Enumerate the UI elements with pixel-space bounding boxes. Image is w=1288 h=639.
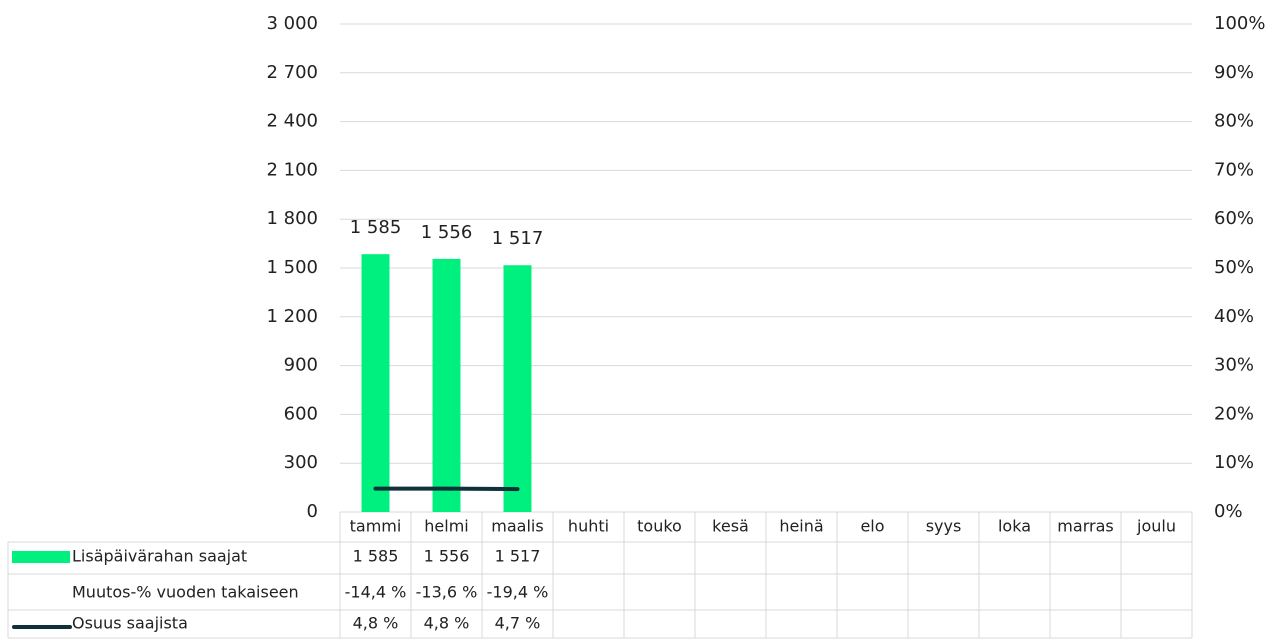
y2-tick-label: 20%: [1214, 403, 1254, 424]
data-label: 1 517: [492, 228, 544, 249]
y-tick-label: 2 100: [266, 159, 318, 180]
x-tick-label: loka: [998, 517, 1031, 536]
x-tick-label: huhti: [568, 517, 609, 536]
x-tick-label: helmi: [424, 517, 468, 536]
x-tick-label: heinä: [779, 517, 823, 536]
legend-key: [12, 551, 70, 563]
table-cell: -13,6 %: [416, 583, 478, 602]
data-label: 1 556: [421, 222, 473, 243]
y-tick-label: 2 400: [266, 111, 318, 132]
y2-tick-label: 10%: [1214, 452, 1254, 473]
y2-tick-label: 100%: [1214, 13, 1265, 34]
y2-tick-label: 40%: [1214, 306, 1254, 327]
y2-tick-label: 50%: [1214, 257, 1254, 278]
y-tick-label: 2 700: [266, 62, 318, 83]
table-cell: -19,4 %: [487, 583, 549, 602]
legend-label: Lisäpäivärahan saajat: [72, 547, 247, 566]
bar: [432, 258, 461, 512]
y-tick-label: 900: [284, 355, 318, 376]
y-tick-label: 3 000: [266, 13, 318, 34]
y2-tick-label: 0%: [1214, 501, 1243, 522]
x-tick-label: touko: [637, 517, 682, 536]
row-label: Muutos-% vuoden takaiseen: [72, 583, 299, 602]
x-tick-label: syys: [926, 517, 962, 536]
y2-tick-label: 80%: [1214, 111, 1254, 132]
y-tick-label: 1 500: [266, 257, 318, 278]
y-tick-label: 0: [307, 501, 318, 522]
table-cell: 4,7 %: [495, 614, 541, 633]
data-label: 1 585: [350, 217, 402, 238]
y2-tick-label: 70%: [1214, 159, 1254, 180]
y-tick-label: 1 200: [266, 306, 318, 327]
table-cell: 1 517: [495, 547, 541, 566]
y-tick-label: 300: [284, 452, 318, 473]
x-tick-label: marras: [1057, 517, 1113, 536]
y2-tick-label: 90%: [1214, 62, 1254, 83]
bar: [361, 254, 390, 512]
x-tick-label: kesä: [712, 517, 749, 536]
legend-label: Osuus saajista: [72, 614, 188, 633]
table-cell: 4,8 %: [424, 614, 470, 633]
table-cell: 1 585: [353, 547, 399, 566]
x-tick-label: maalis: [491, 517, 543, 536]
bar: [503, 265, 532, 512]
x-tick-label: joulu: [1136, 517, 1176, 536]
y2-tick-label: 30%: [1214, 355, 1254, 376]
y-tick-label: 1 800: [266, 208, 318, 229]
y2-tick-label: 60%: [1214, 208, 1254, 229]
table-cell: -14,4 %: [345, 583, 407, 602]
table-cell: 1 556: [424, 547, 470, 566]
x-tick-label: elo: [860, 517, 884, 536]
y-tick-label: 600: [284, 403, 318, 424]
table-cell: 4,8 %: [353, 614, 399, 633]
x-tick-label: tammi: [350, 517, 402, 536]
